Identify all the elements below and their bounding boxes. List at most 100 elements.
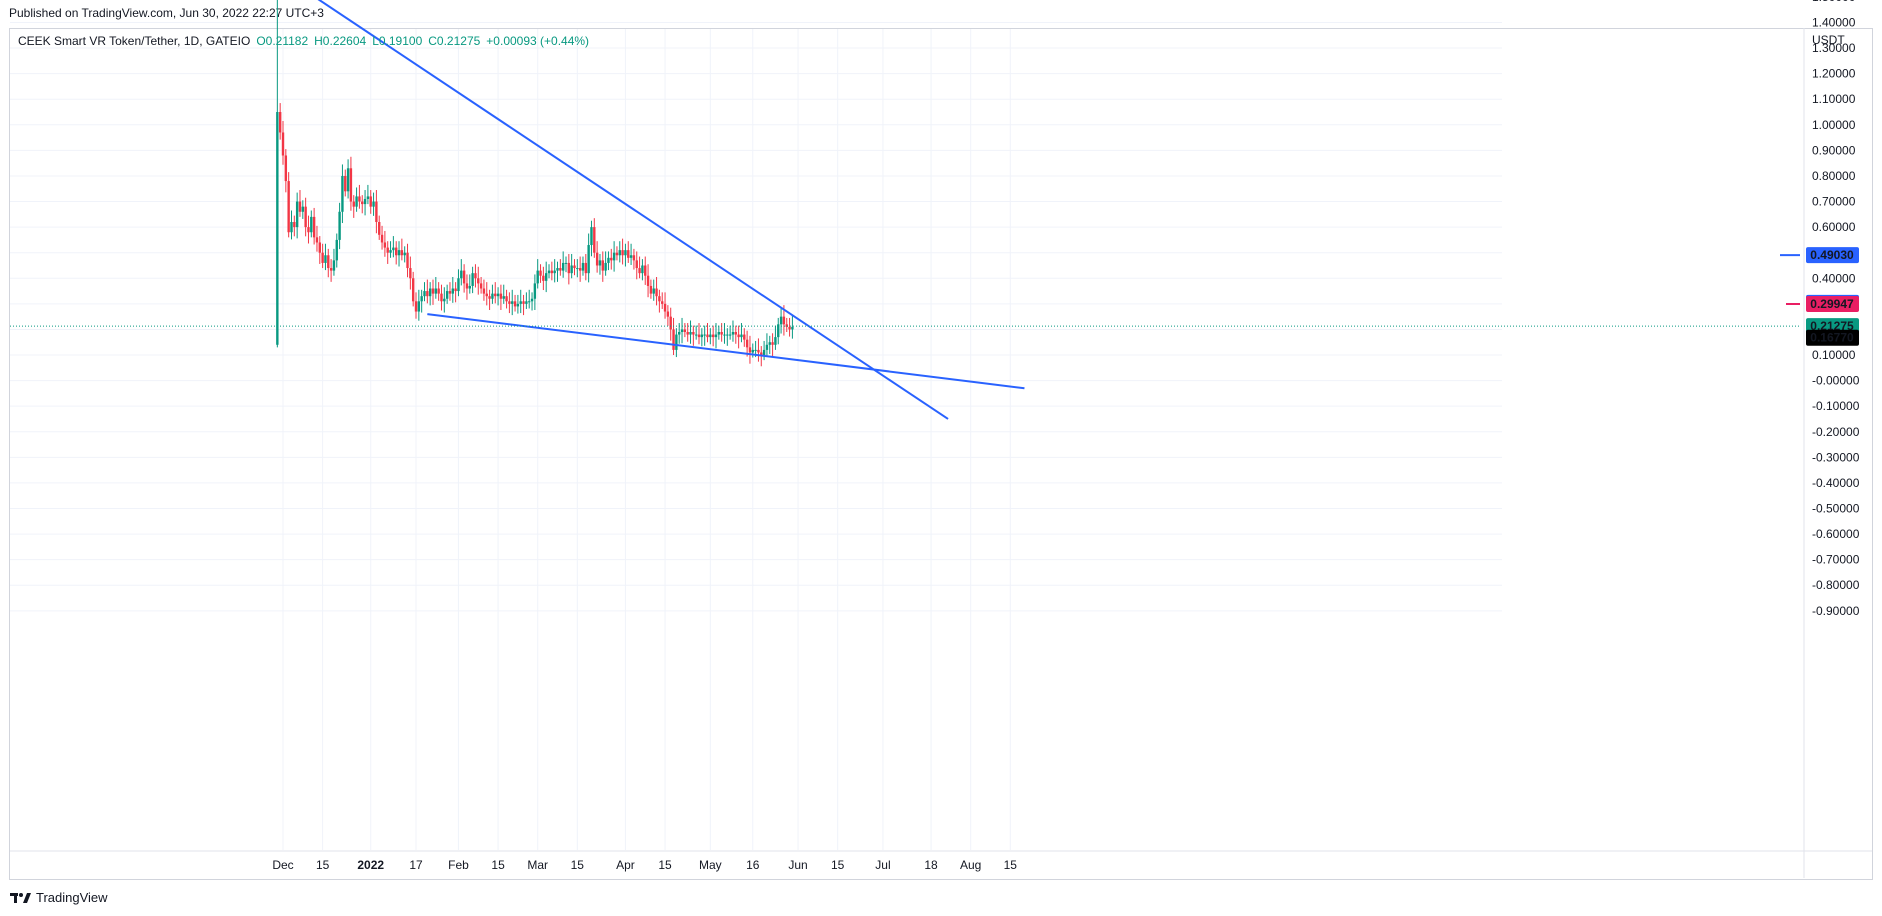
tradingview-brand[interactable]: TradingView [36, 890, 108, 905]
candle-body [598, 260, 602, 266]
candle-body [550, 270, 554, 274]
candle-body [782, 316, 786, 325]
candle-body [352, 201, 355, 207]
candle-body [700, 334, 704, 338]
trendline-upper [317, 0, 949, 420]
x-tick-label: 18 [924, 858, 938, 872]
candle-body [502, 296, 505, 299]
price-axis: 1.600001.500001.400001.300001.200001.100… [1803, 0, 1860, 878]
candle-body [561, 262, 565, 271]
candle-body [646, 275, 650, 286]
price-label-text: 0.29947 [1810, 297, 1854, 311]
candle-body [539, 270, 542, 276]
candle-body [406, 252, 409, 269]
candle-body [448, 291, 452, 294]
y-tick-label: 1.10000 [1812, 92, 1856, 106]
candle-body [573, 265, 576, 269]
candle-body [276, 112, 279, 345]
y-tick-label: -0.90000 [1812, 604, 1860, 618]
y-tick-label: -0.70000 [1812, 553, 1860, 567]
candle-body [528, 301, 531, 303]
symbol-legend[interactable]: CEEK Smart VR Token/Tether, 1D, GATEIO O… [18, 34, 589, 48]
candle-body [392, 247, 395, 251]
candle-body [491, 293, 494, 299]
candle-body [295, 201, 299, 228]
candle-body [525, 301, 528, 304]
x-tick-label: Aug [960, 858, 981, 872]
candle-body [632, 255, 636, 261]
x-tick-label: Apr [616, 858, 635, 872]
x-tick-label: 15 [316, 858, 330, 872]
y-tick-label: 1.50000 [1812, 0, 1856, 4]
symbol-name[interactable]: CEEK Smart VR Token/Tether, 1D, GATEIO [18, 34, 251, 48]
candle-body [711, 334, 715, 338]
candle-body [397, 250, 401, 256]
candle-body [428, 288, 432, 297]
candle-body [511, 301, 514, 304]
y-tick-label: -0.50000 [1812, 502, 1860, 516]
candle-body [544, 273, 548, 281]
candle-body [400, 250, 404, 256]
candle-body [683, 329, 687, 332]
candle-body [363, 198, 367, 205]
x-tick-label: 15 [1004, 858, 1018, 872]
candle-body [680, 329, 684, 332]
candle-body [635, 260, 638, 269]
tradingview-footer[interactable]: TradingView [10, 890, 108, 905]
candle-body [516, 303, 520, 307]
candle-body [338, 211, 341, 240]
candle-body [762, 349, 766, 356]
candle-body [395, 247, 398, 256]
candle-body [460, 270, 463, 279]
candle-body [689, 331, 692, 335]
candle-body [375, 201, 378, 223]
candle-body [278, 112, 282, 133]
candle-body [349, 168, 353, 202]
candle-body [553, 270, 556, 274]
y-tick-label: 1.00000 [1812, 118, 1856, 132]
candle-body [760, 352, 763, 356]
candle-body [629, 255, 633, 258]
candle-body [496, 293, 500, 297]
candle-body [284, 155, 288, 182]
ohlc-open: O0.21182 [256, 34, 309, 48]
candle-body [533, 283, 537, 299]
y-tick-label: -0.10000 [1812, 399, 1860, 413]
candle-body [610, 257, 613, 261]
candle-body [346, 168, 350, 192]
candle-body [666, 311, 670, 317]
candle-body [378, 222, 381, 235]
candle-body [335, 239, 338, 261]
candle-body [403, 252, 406, 256]
candle-body [615, 252, 619, 256]
candle-body [584, 262, 588, 274]
candle-body [494, 293, 497, 297]
y-tick-label: 0.40000 [1812, 271, 1856, 285]
y-tick-label: 0.70000 [1812, 195, 1856, 209]
candle-body [779, 316, 783, 325]
candle-body [652, 288, 655, 294]
candle-body [327, 255, 330, 269]
x-tick-label: Mar [527, 858, 548, 872]
candle-body [505, 296, 508, 302]
candle-body [355, 196, 358, 207]
y-tick-label: -0.20000 [1812, 425, 1860, 439]
price-label-box [1806, 295, 1859, 312]
candle-body [745, 339, 749, 348]
candle-body [301, 206, 305, 212]
tradingview-logo-icon [10, 892, 31, 903]
candle-body [785, 324, 788, 327]
candle-body [740, 334, 743, 338]
price-label-text: 0.16770 [1810, 331, 1854, 345]
candle-body [477, 278, 480, 284]
y-tick-label: -0.40000 [1812, 476, 1860, 490]
x-tick-label: Feb [448, 858, 469, 872]
candle-body [757, 349, 760, 353]
candle-body [791, 326, 794, 330]
x-tick-label: Jul [875, 858, 890, 872]
ohlc-low: L0.19100 [372, 34, 423, 48]
candle-body [358, 196, 361, 202]
candle-body [737, 334, 740, 338]
candle-body [743, 334, 746, 340]
